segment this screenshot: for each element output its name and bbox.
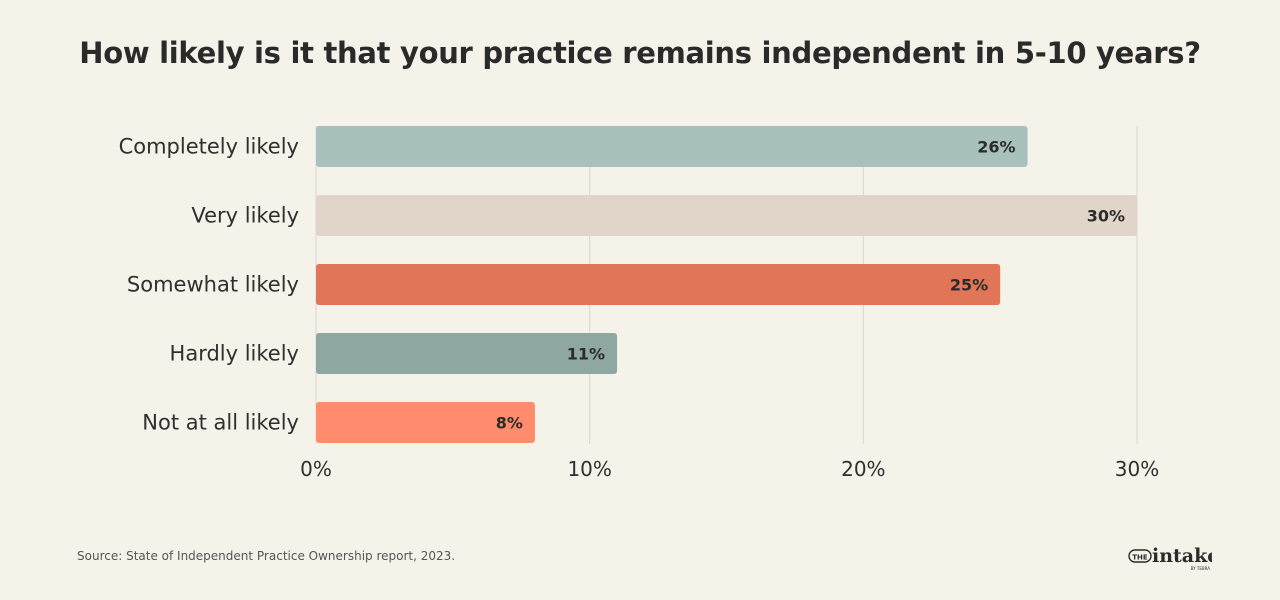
- data-label: 11%: [567, 345, 605, 364]
- data-label: 8%: [496, 414, 523, 433]
- x-tick-label: 0%: [300, 457, 332, 481]
- svg-text:intake: intake: [1152, 545, 1212, 567]
- category-label: Not at all likely: [142, 411, 299, 435]
- category-label: Very likely: [191, 204, 299, 228]
- bar: [316, 126, 1028, 167]
- x-tick-label: 20%: [841, 457, 885, 481]
- category-label: Completely likely: [119, 135, 299, 159]
- x-tick-label: 10%: [567, 457, 611, 481]
- bar: [316, 195, 1137, 236]
- x-tick-label: 30%: [1115, 457, 1159, 481]
- data-label: 30%: [1087, 207, 1125, 226]
- bar: [316, 264, 1001, 305]
- category-label: Somewhat likely: [127, 273, 299, 297]
- bar: [316, 402, 535, 443]
- intake-logo: THE intake BY TEBRA: [1128, 545, 1212, 571]
- source-note: Source: State of Independent Practice Ow…: [77, 549, 456, 563]
- svg-text:BY TEBRA: BY TEBRA: [1191, 566, 1211, 571]
- chart-title: How likely is it that your practice rema…: [79, 36, 1201, 70]
- svg-text:THE: THE: [1132, 554, 1148, 562]
- category-label: Hardly likely: [170, 342, 299, 366]
- bar-chart: 26% Completely likely 30% Very likely 25% Som…: [119, 126, 1159, 481]
- bar: [316, 333, 618, 374]
- data-label: 25%: [950, 276, 988, 295]
- data-label: 26%: [977, 138, 1015, 157]
